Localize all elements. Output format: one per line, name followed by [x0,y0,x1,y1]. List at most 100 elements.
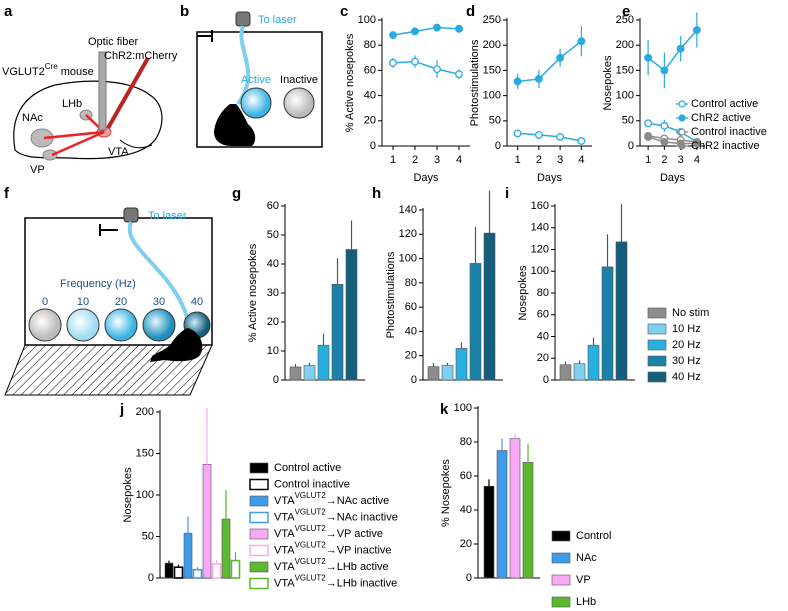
y-tick-label: 40 [364,90,376,102]
panel-a: a Optic fiber ChR2:mCherry VGLUT2Cre mou… [2,3,178,176]
y-tick-label: 140 [531,222,549,234]
active-port [240,87,272,119]
y-tick-label: 120 [531,243,549,255]
bar [455,348,468,381]
point [644,119,653,128]
legend-label: 20 Hz [672,339,701,351]
legend-label: VP [576,574,591,586]
legend-swatch [647,323,667,335]
y-tick-label: 100 [358,14,376,26]
legend-label-part: VTA [274,495,295,507]
panel-label: e [622,3,630,20]
y-tick-label: 40 [267,258,279,270]
legend-label: LHb [576,596,596,608]
bar [230,559,241,579]
label: mouse [58,66,94,78]
bar [183,532,193,579]
point [660,138,669,146]
bar [289,366,302,381]
y-tick-label: 30 [267,287,279,299]
y-tick-label: 100 [616,90,634,102]
point [577,37,586,46]
y-tick-label: 0 [628,140,634,152]
legend-label: VTAVGLUT2→NAc inactive [274,508,398,524]
y-tick-label: 50 [142,530,154,542]
series-line [647,29,698,72]
legend-swatch [647,355,667,367]
y-tick-label: 100 [136,489,154,501]
label: 10 [77,296,89,308]
point [644,132,653,141]
legend-swatch [249,511,269,524]
y-tick-label: 250 [483,14,501,26]
chamber [196,31,323,148]
bar [317,344,330,381]
label: VGLUT2 [2,66,45,78]
injection-needle [106,57,150,129]
series-line [517,132,582,142]
legend-marker [678,128,686,136]
label: Inactive [280,74,318,86]
legend-label-part: VGLUT2 [295,508,327,517]
legend-label-part: VTA [274,528,295,540]
legend-swatch [249,495,269,507]
bar [469,263,482,381]
y-tick-label: 0 [273,374,279,386]
point [433,23,441,32]
label: VGLUT2Cre mouse [2,62,94,78]
legend-label-part: VTA [274,561,295,573]
series-line [648,135,697,143]
legend-swatch [647,307,667,319]
legend-label: NAc [576,552,597,564]
legend-swatch [249,478,269,491]
legend-label: VTAVGLUT2→VP inactive [274,541,392,557]
point [644,53,653,62]
y-tick-label: 100 [483,90,501,102]
x-axis-label: Days [537,172,563,184]
point [692,26,701,35]
label: 30 [153,296,165,308]
series-line [647,136,697,145]
x-tick-label: 4 [578,154,584,166]
point [513,129,522,138]
point [389,58,397,67]
point [692,139,701,148]
y-tick-label: 60 [537,309,549,321]
point [411,27,419,36]
port [104,308,138,342]
y-tick-label: 100 [531,265,549,277]
bar [509,438,521,579]
legend-label: 40 Hz [672,371,701,383]
mouse [150,328,203,362]
panel-label: b [180,3,189,20]
bar [173,566,184,579]
optic-fiber [98,51,107,131]
point [660,121,669,130]
legend-label-part: →NAc inactive [326,511,398,523]
y-axis-label: % Active nosepokes [344,33,356,132]
y-tick-label: 10 [267,345,279,357]
x-axis-label: Days [413,172,439,184]
panel-label: k [440,401,449,418]
y-tick-label: 40 [405,325,417,337]
legend-label: Control active [691,98,758,110]
bar [522,462,534,579]
y-tick-label: 20 [405,350,417,362]
y-axis-label: Nosepokes [602,55,614,111]
series-line [517,40,582,83]
legend-label: Control inactive [691,126,767,138]
point [513,77,522,86]
laser-connector [123,207,139,223]
panel-label: d [466,3,475,20]
mouse [214,104,256,146]
legend-label: No stim [672,307,709,319]
bar [441,365,454,381]
y-tick-label: 0 [466,572,472,584]
legend-label-part: VGLUT2 [295,557,327,566]
y-tick-label: 60 [405,301,417,313]
x-tick-label: 3 [557,154,563,166]
label: Optic fiber [88,36,138,48]
y-tick-label: 150 [136,447,154,459]
legend-label-part: →VP inactive [326,544,392,556]
y-axis-label: % Nosepokes [440,459,452,527]
